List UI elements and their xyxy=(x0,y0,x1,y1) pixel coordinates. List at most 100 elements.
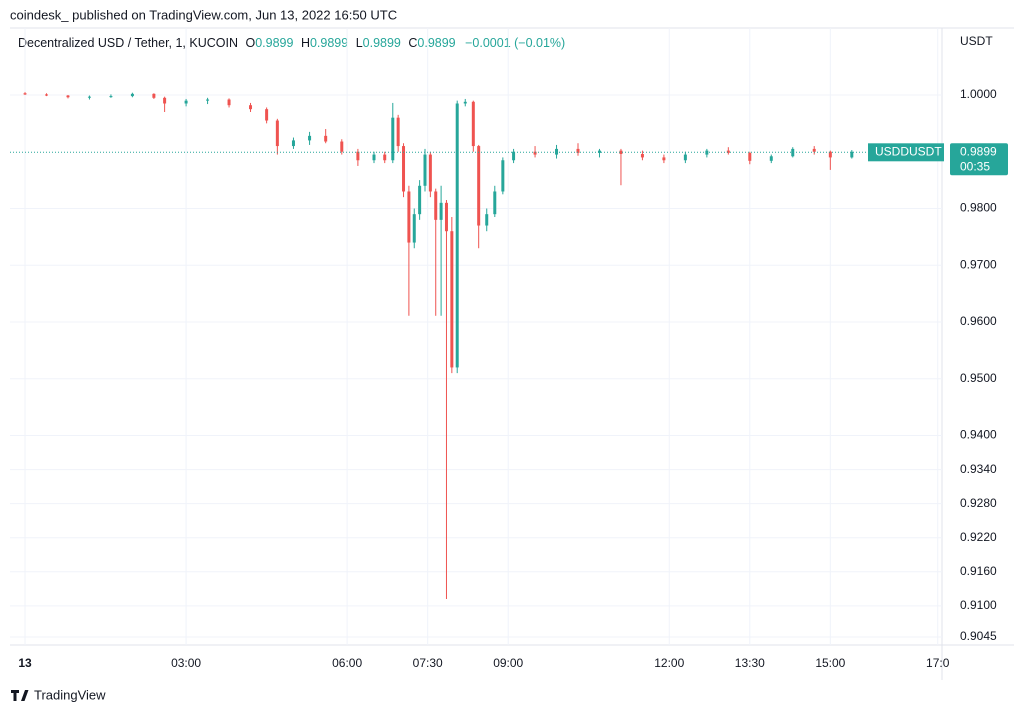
plot xyxy=(23,92,891,600)
grid xyxy=(10,28,942,645)
candle-body xyxy=(477,146,481,226)
candle-body xyxy=(265,109,269,121)
candle-body xyxy=(576,148,580,153)
candle-body xyxy=(249,105,253,110)
y-tick-label: 0.9100 xyxy=(960,598,997,612)
legend-l: 0.9899 xyxy=(363,36,401,50)
candle-body xyxy=(450,231,454,368)
x-tick-label: 06:00 xyxy=(332,656,362,670)
candle-body xyxy=(372,154,376,161)
candle-body xyxy=(485,214,489,226)
legend-h-label: H xyxy=(301,36,310,50)
candle-body xyxy=(748,152,752,161)
legend-l-label: L xyxy=(356,36,363,50)
candle-body xyxy=(152,93,156,98)
legend-c-label: C xyxy=(408,36,417,50)
candle-body xyxy=(412,214,416,243)
y-tick-label: 0.9045 xyxy=(960,629,997,643)
candle-body xyxy=(455,103,459,368)
y-tick-label: 1.0000 xyxy=(960,87,997,101)
candle-body xyxy=(444,202,448,232)
candle-body xyxy=(439,202,443,220)
y-tick-label: 0.9500 xyxy=(960,371,997,385)
candle-body xyxy=(206,99,210,101)
footer: TradingView xyxy=(34,687,106,702)
footer-logo: TradingView xyxy=(11,687,106,702)
candle-body xyxy=(109,96,113,98)
legend-o-label: O xyxy=(245,36,255,50)
candle-body xyxy=(791,148,795,157)
legend: Decentralized USD / Tether, 1, KUCOIN O0… xyxy=(18,36,565,50)
candle-body xyxy=(619,150,623,155)
candle-body xyxy=(471,101,475,147)
candle-body xyxy=(87,96,91,98)
candle-body xyxy=(227,99,231,106)
candle-body xyxy=(428,154,432,192)
symbol-tag: USDDUSDT xyxy=(875,144,942,158)
candle-body xyxy=(769,156,773,161)
candle-body xyxy=(501,160,505,192)
candle-body xyxy=(324,135,328,142)
candle-body xyxy=(555,148,559,155)
x-tick-label: 15:00 xyxy=(815,656,845,670)
candle-body xyxy=(45,94,49,96)
legend-c: 0.9899 xyxy=(417,36,455,50)
y-tick-label: 0.9700 xyxy=(960,257,997,271)
y-tick-label: 0.9220 xyxy=(960,530,997,544)
x-tick-label: 17:0 xyxy=(926,656,950,670)
candle-body xyxy=(291,140,295,147)
y-tick-label: 0.9400 xyxy=(960,428,997,442)
symbol-tag-bg xyxy=(868,143,944,162)
candle-body xyxy=(597,150,601,153)
candle-body xyxy=(383,154,387,161)
y-tick-label: 0.9600 xyxy=(960,314,997,328)
countdown: 00:35 xyxy=(960,159,990,173)
candle-body xyxy=(434,191,438,220)
candle-body xyxy=(640,154,644,158)
candle-body xyxy=(23,93,27,95)
candle-body xyxy=(850,151,854,158)
candle-body xyxy=(493,191,497,215)
y-tick-label: 0.9160 xyxy=(960,564,997,578)
candle-body xyxy=(512,151,516,161)
overlay: 1.0000 0.9800 0.9700 0.9600 0.9500 0.9400 0.93… xyxy=(10,87,1008,670)
x-tick-label: 12:00 xyxy=(654,656,684,670)
candle-body xyxy=(407,191,411,243)
y-tick-label: 0.9340 xyxy=(960,462,997,476)
candle-body xyxy=(130,93,134,97)
legend-h: 0.9899 xyxy=(310,36,348,50)
x-tick-label: 13 xyxy=(18,656,32,670)
candle-body xyxy=(184,100,188,104)
candle-body xyxy=(463,101,467,104)
candle-body xyxy=(418,185,422,215)
candle-body xyxy=(340,141,344,152)
y-unit: USDT xyxy=(960,34,993,48)
price-tag: 0.9899 xyxy=(960,144,997,158)
legend-o: 0.9899 xyxy=(255,36,293,50)
x-tick-label: 09:00 xyxy=(493,656,523,670)
candle-body xyxy=(308,135,312,141)
candle-body xyxy=(402,146,406,192)
y-tick-label: 0.9800 xyxy=(960,201,997,215)
x-tick-label: 07:30 xyxy=(413,656,443,670)
candle-body xyxy=(423,154,427,186)
legend-title: Decentralized USD / Tether, 1, KUCOIN xyxy=(18,36,238,50)
candle-body xyxy=(396,117,400,147)
candle-body xyxy=(356,151,360,161)
candle-body xyxy=(662,157,666,161)
logo-mark xyxy=(11,690,29,701)
candle-body xyxy=(163,97,167,104)
candle-body xyxy=(275,120,279,147)
candle-body xyxy=(533,151,537,155)
candle-body xyxy=(726,150,730,153)
legend-change: −0.0001 (−0.01%) xyxy=(465,36,565,50)
candle-body xyxy=(391,117,395,161)
candle-body xyxy=(683,154,687,161)
candle-body xyxy=(812,148,816,152)
y-tick-label: 0.9280 xyxy=(960,496,997,510)
candle-body xyxy=(66,95,70,98)
candle-body xyxy=(828,151,832,158)
x-tick-label: 03:00 xyxy=(171,656,201,670)
